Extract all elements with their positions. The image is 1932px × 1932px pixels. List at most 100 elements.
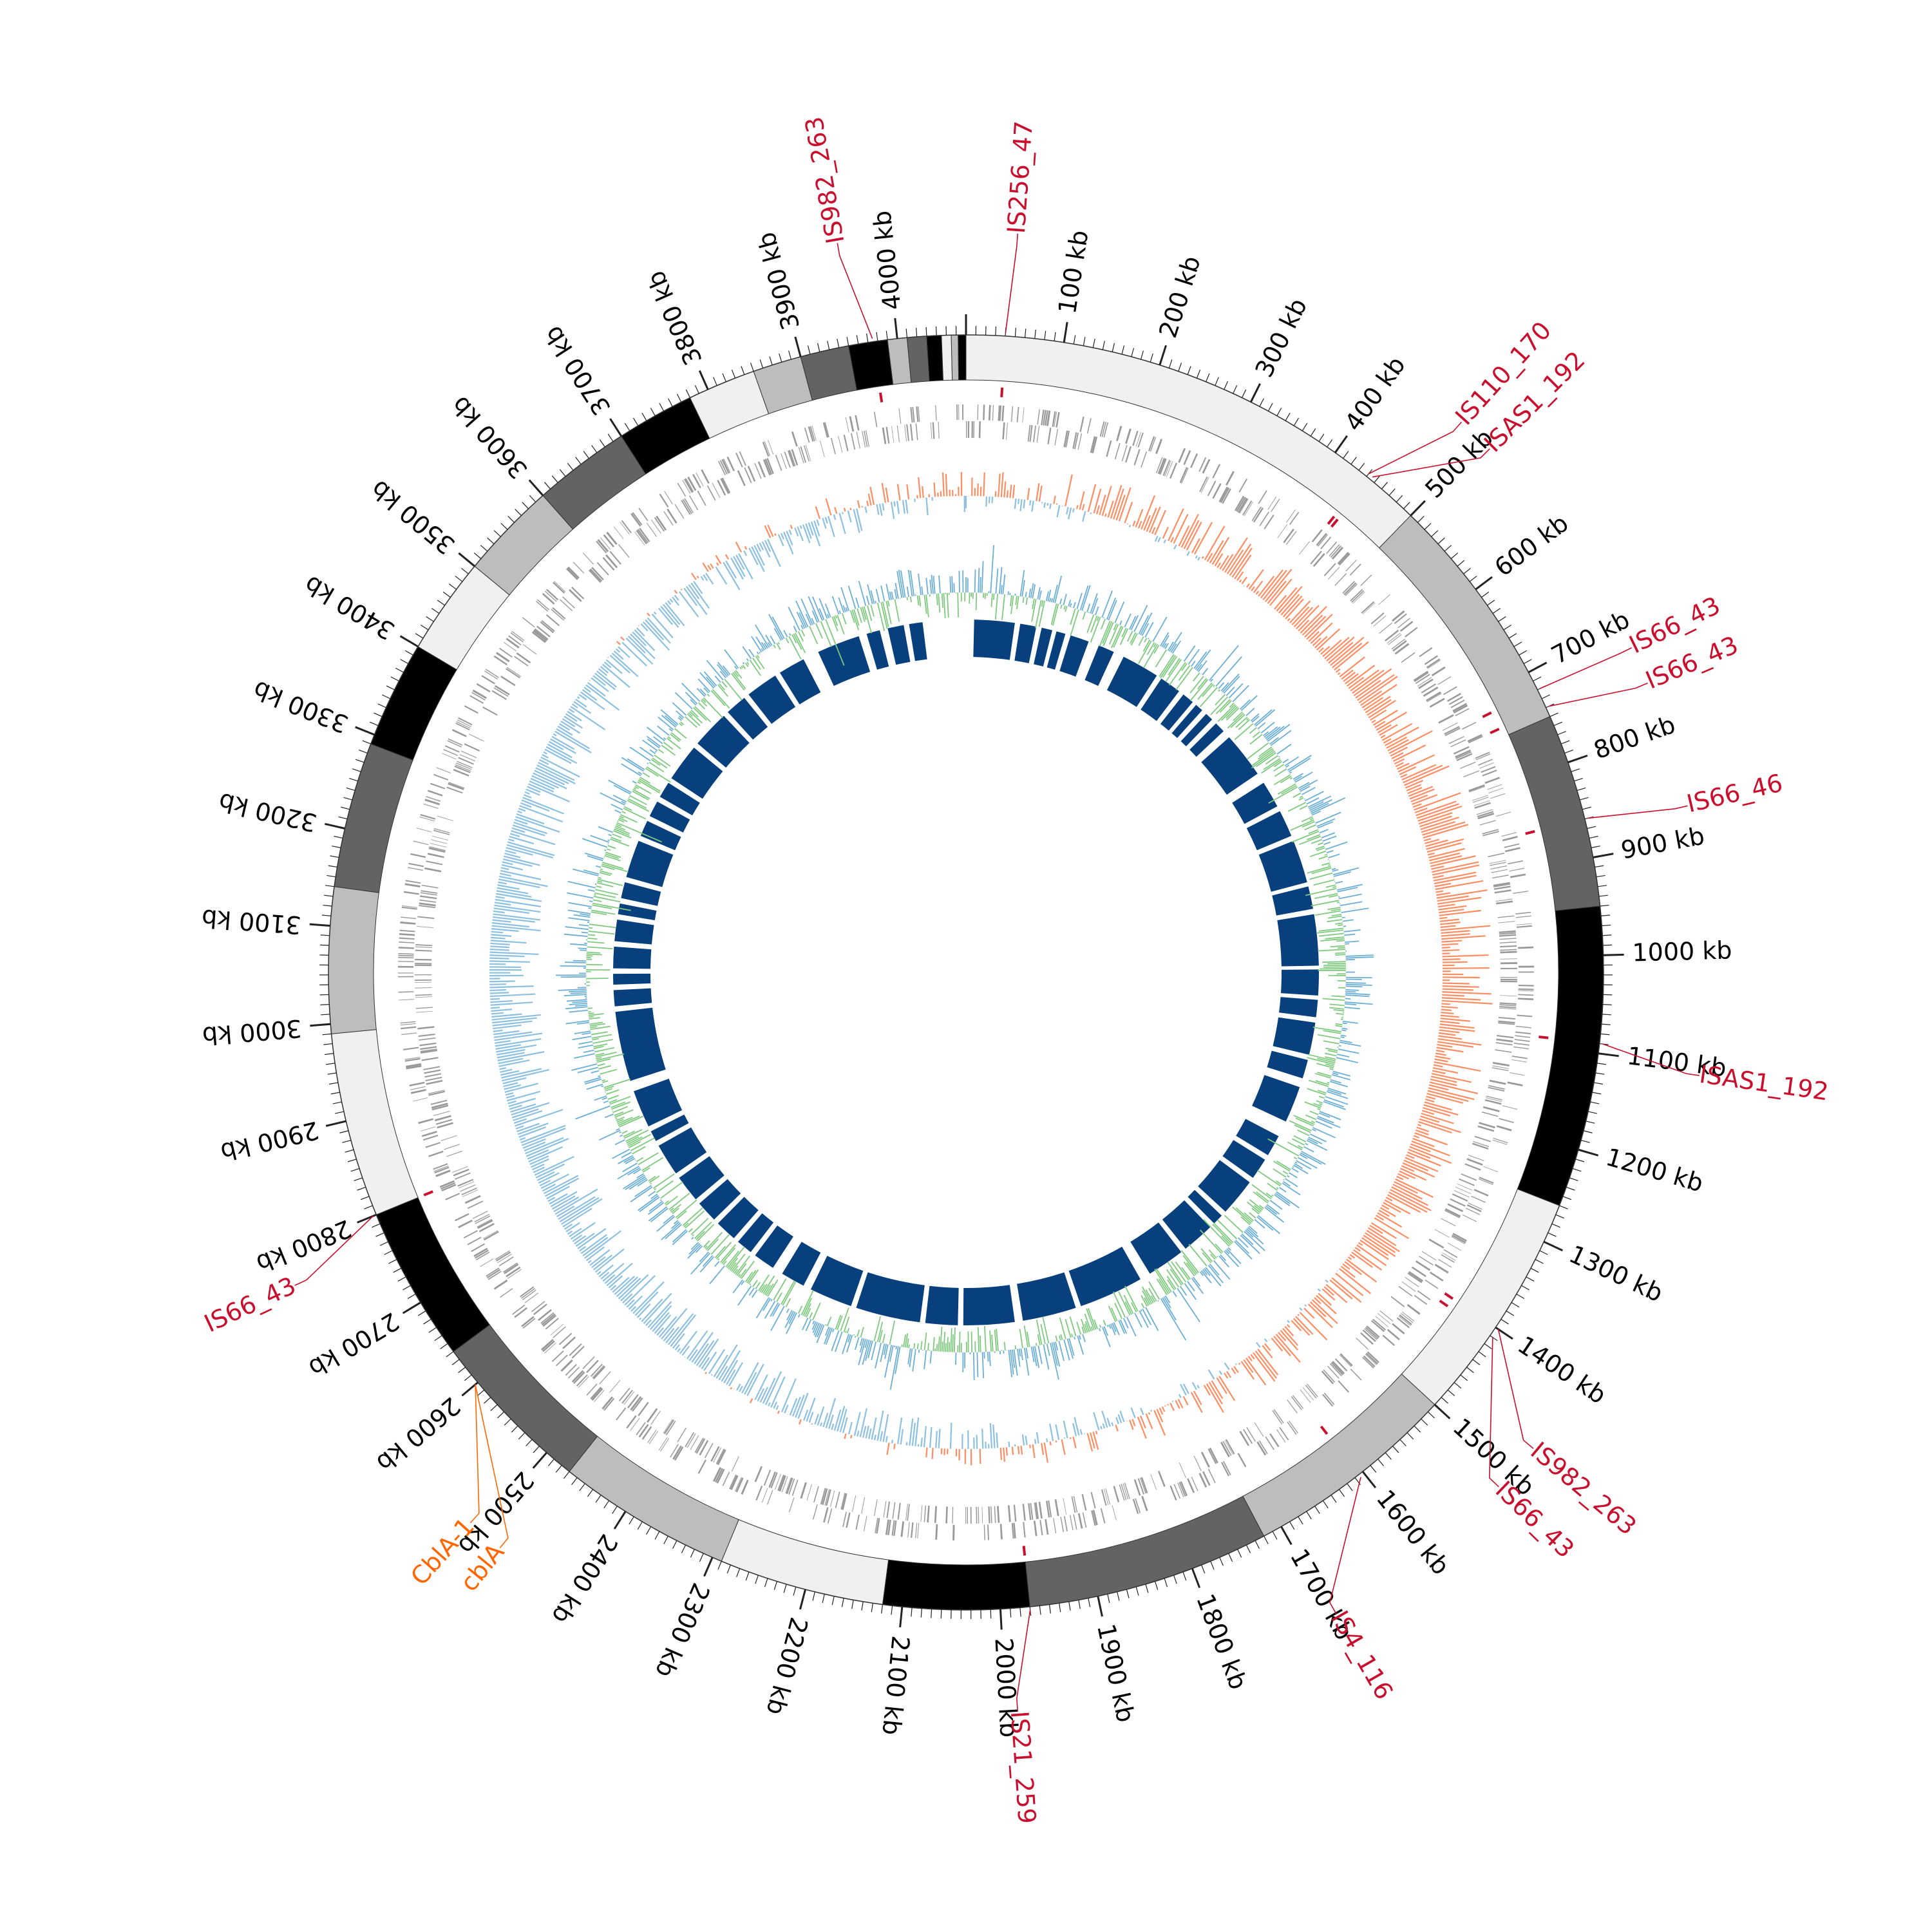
cds-feature: [1007, 1505, 1011, 1522]
cds-feature: [1399, 621, 1414, 632]
homology-block: [658, 1127, 707, 1174]
cds-feature: [1028, 1503, 1032, 1520]
homology-block: [634, 1079, 683, 1127]
major-tick: [309, 923, 330, 927]
cds-feature: [970, 1506, 972, 1524]
is-element-callout-line: [1016, 1609, 1031, 1712]
cds-feature: [966, 421, 967, 439]
cds-feature: [1053, 1518, 1057, 1533]
cds-feature: [600, 537, 611, 550]
homology-block: [717, 1197, 759, 1238]
cds-feature: [1092, 1510, 1098, 1526]
cds-feature: [697, 1459, 706, 1474]
cds-feature: [1119, 1484, 1125, 1501]
cds-feature: [1027, 424, 1031, 442]
cds-feature: [398, 956, 414, 959]
cds-feature: [1092, 437, 1098, 453]
minor-tick: [1437, 537, 1445, 544]
cds-feature: [433, 829, 450, 835]
cds-feature: [516, 652, 531, 664]
minor-tick: [783, 1584, 787, 1593]
minor-tick: [1572, 1168, 1582, 1172]
cds-feature: [1444, 727, 1461, 737]
cds-feature: [401, 1032, 417, 1036]
cds-feature: [1499, 934, 1517, 937]
cds-feature: [1446, 692, 1461, 702]
homology-block: [1084, 645, 1114, 687]
minor-tick: [1396, 495, 1403, 502]
cds-feature: [1103, 422, 1108, 438]
cds-feature: [1443, 1249, 1458, 1258]
cds-feature: [540, 621, 554, 634]
homology-block: [1141, 678, 1179, 721]
cds-feature: [1350, 589, 1363, 601]
cds-feature: [1113, 1486, 1120, 1502]
cds-feature: [1495, 898, 1513, 902]
major-tick: [899, 1606, 904, 1628]
cds-feature: [1048, 1500, 1052, 1517]
homology-block: [1277, 914, 1319, 967]
cds-feature: [696, 472, 704, 487]
minor-tick: [1557, 731, 1566, 735]
cds-feature: [1472, 795, 1488, 801]
homology-block: [909, 622, 927, 661]
cds-feature: [1379, 1310, 1394, 1322]
cds-feature: [453, 768, 469, 777]
cds-feature: [1515, 1035, 1531, 1038]
cds-feature: [448, 738, 463, 746]
cds-feature: [1517, 998, 1534, 1001]
cds-feature: [1396, 1317, 1410, 1329]
cds-feature: [651, 519, 661, 534]
cds-feature: [983, 404, 985, 421]
cds-feature: [1499, 942, 1517, 943]
cds-feature: [496, 652, 510, 663]
cds-feature: [962, 404, 964, 421]
cds-feature: [433, 1110, 450, 1116]
cds-feature: [419, 1042, 437, 1046]
major-tick: [794, 336, 802, 357]
cds-feature: [403, 1046, 419, 1050]
minor-tick: [1048, 1604, 1051, 1614]
cds-feature: [398, 965, 414, 968]
cds-feature: [754, 1466, 763, 1482]
minor-tick: [773, 1581, 778, 1591]
gc-content-positive: [556, 545, 1374, 1390]
cds-feature: [935, 405, 937, 421]
cds-feature: [1499, 932, 1516, 935]
cds-feature: [788, 450, 795, 467]
homology-block: [621, 882, 661, 906]
is-element-label: ISAS1_192: [1698, 1060, 1830, 1106]
cds-feature: [994, 1506, 996, 1523]
cds-feature: [1378, 1313, 1391, 1325]
minor-tick: [663, 1535, 668, 1544]
cds-feature: [938, 422, 940, 439]
cds-feature: [883, 1501, 887, 1518]
major-tick: [1543, 1240, 1563, 1252]
cds-feature: [1056, 412, 1060, 428]
cds-feature: [723, 459, 731, 473]
minor-tick: [1215, 377, 1219, 386]
minor-tick: [1472, 1359, 1481, 1365]
cds-feature: [1392, 610, 1405, 622]
cds-feature: [1106, 440, 1112, 457]
cds-feature: [677, 1427, 687, 1443]
minor-tick: [497, 1411, 505, 1419]
cds-feature: [1407, 1272, 1423, 1283]
cds-feature: [1222, 1441, 1232, 1456]
minor-tick: [637, 1521, 643, 1530]
major-tick: [310, 1023, 331, 1027]
cds-feature: [910, 407, 913, 423]
homology-block: [818, 636, 871, 687]
cds-feature: [609, 551, 621, 565]
minor-tick: [1533, 676, 1542, 682]
cds-feature: [663, 1419, 674, 1435]
minor-tick: [685, 389, 690, 398]
minor-tick: [464, 1374, 472, 1381]
cds-feature: [428, 1090, 445, 1094]
minor-tick: [1338, 1489, 1345, 1497]
cds-feature: [415, 958, 432, 961]
homology-block: [866, 630, 889, 670]
cds-feature: [1285, 531, 1297, 545]
minor-tick: [886, 330, 888, 340]
minor-tick: [817, 343, 820, 352]
